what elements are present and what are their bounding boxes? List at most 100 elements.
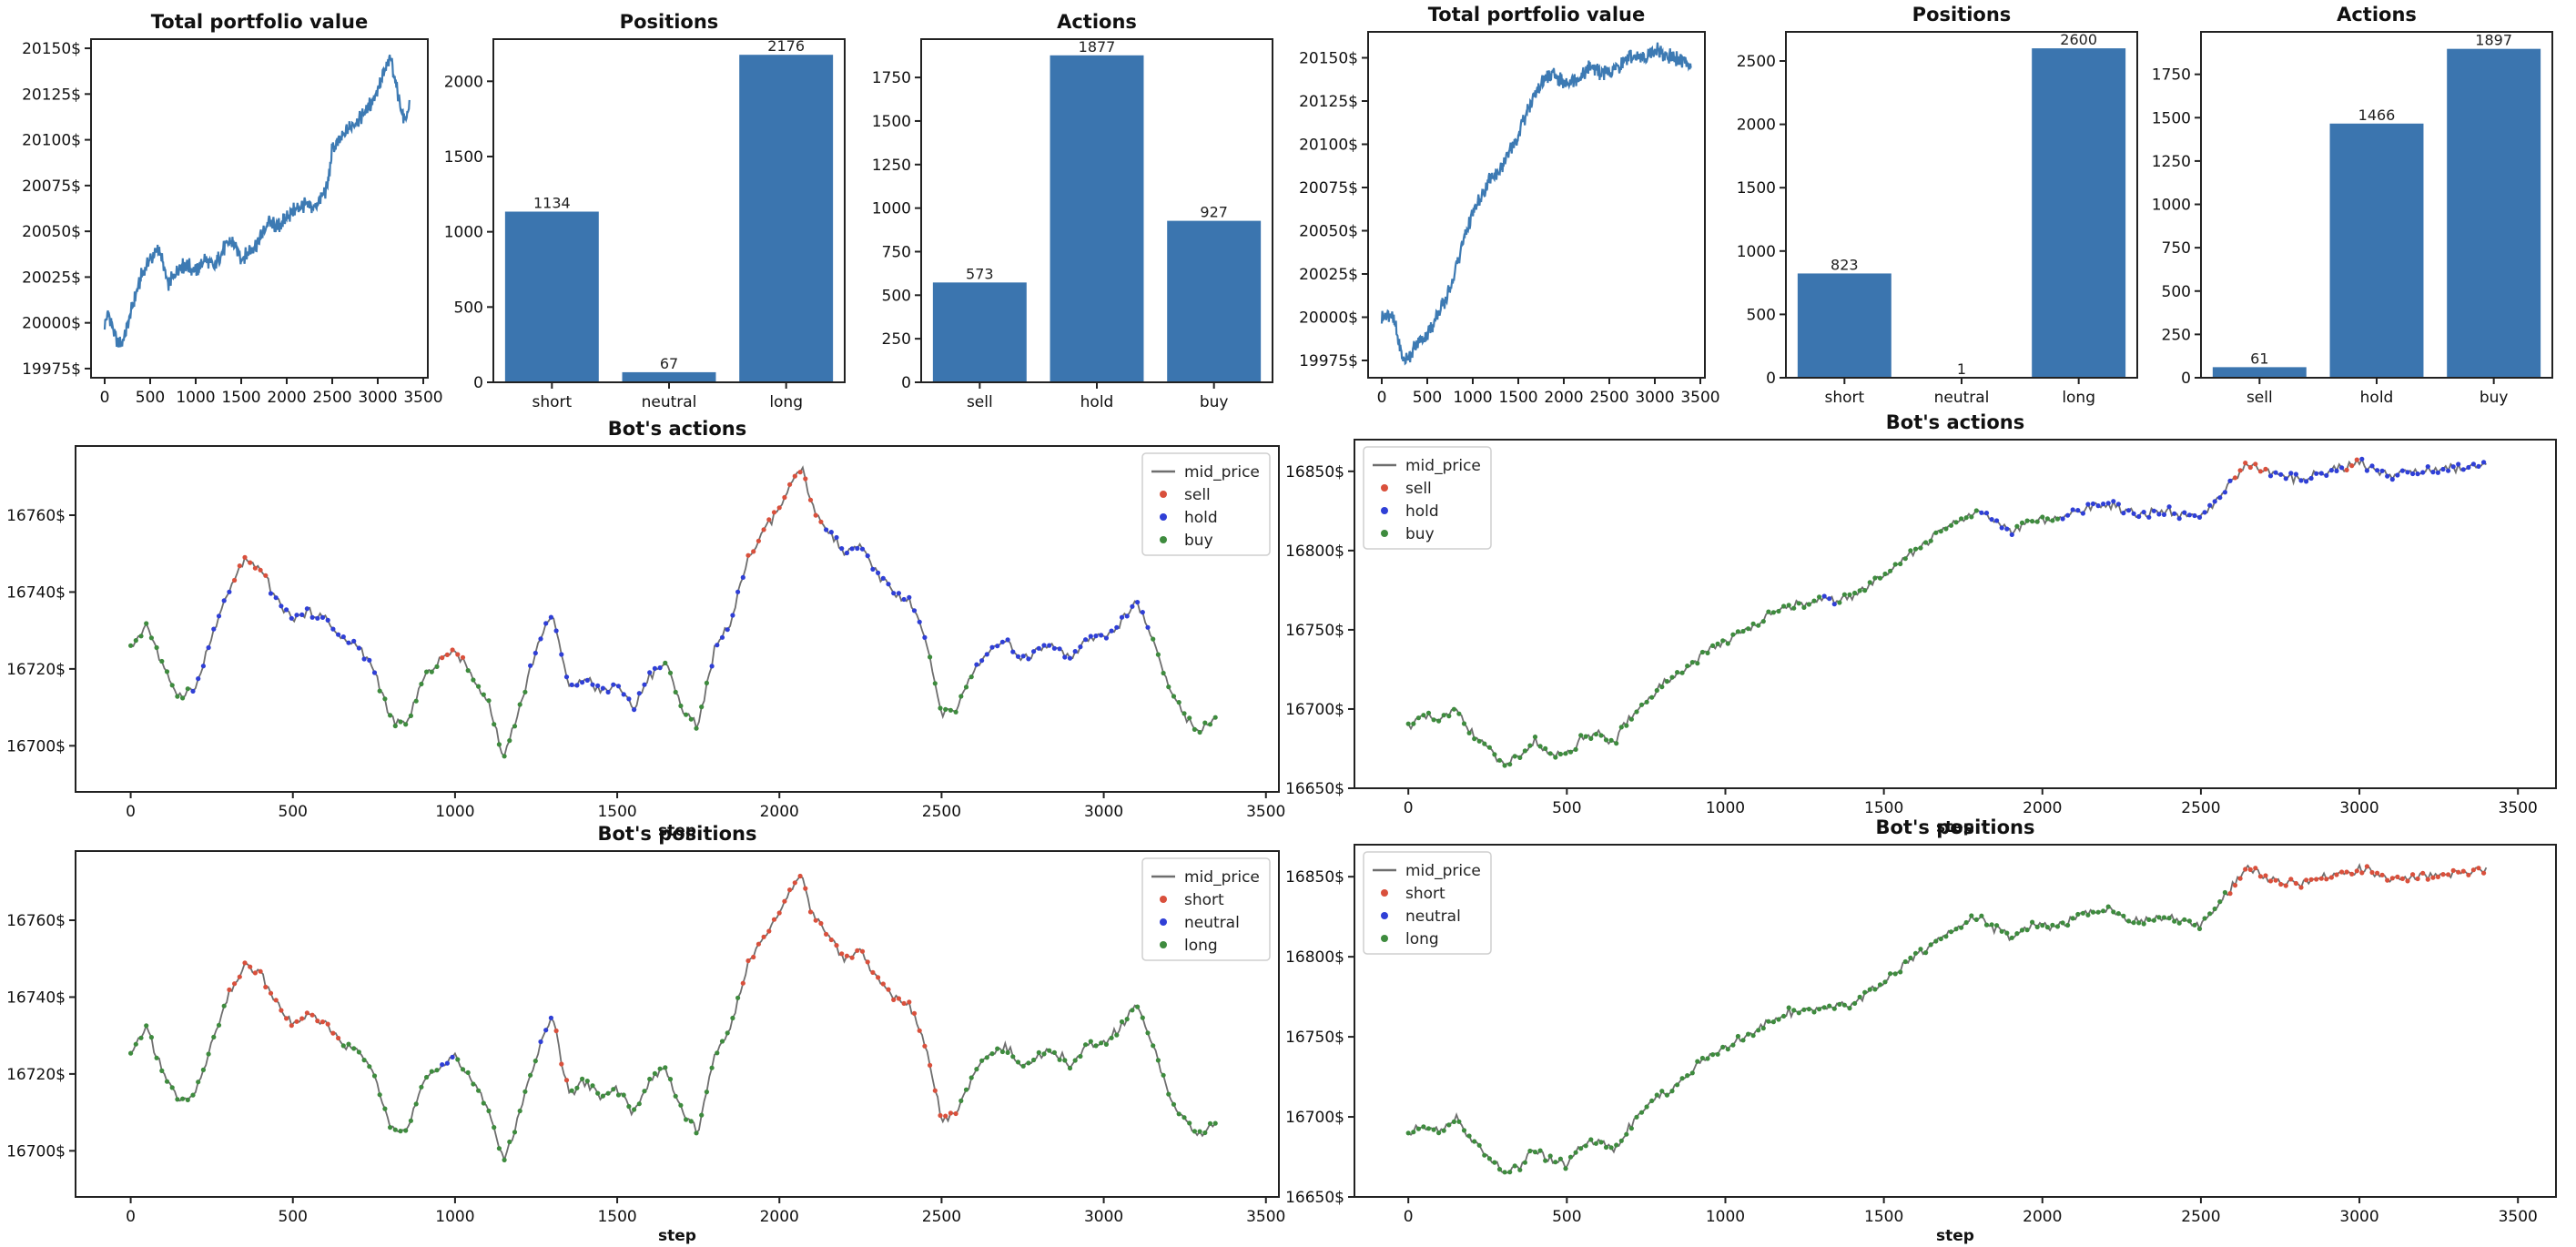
left-actions-ytick-label: 1000: [872, 200, 911, 218]
right-actions-ytick-label: 250: [2162, 326, 2191, 344]
left-bot-positions-point-long: [159, 1068, 165, 1073]
right-bot-positions-point-long: [2054, 924, 2061, 929]
left-bot-actions-point-hold: [1114, 624, 1120, 630]
right-bot-actions-point-hold: [2405, 470, 2410, 475]
right-bot-positions-point-long: [1862, 989, 1868, 995]
right-bot-actions-point-hold: [2318, 471, 2324, 476]
left-bot-positions-point-long: [1041, 1051, 1047, 1057]
left-bot-positions-xtick-label: 3000: [1084, 1208, 1123, 1226]
right-bot-positions-point-long: [1583, 1143, 1588, 1149]
left-bot-positions-point-short: [776, 910, 782, 916]
right-bot-positions-point-long: [1664, 1092, 1669, 1098]
left-bot-positions-point-long: [699, 1112, 705, 1118]
right-bot-actions-point-buy: [1436, 718, 1442, 724]
right-bot-positions-point-long: [2040, 923, 2045, 928]
left-bot-actions-point-hold: [876, 570, 881, 576]
left-positions-ytick-label: 0: [473, 374, 483, 392]
left-bot-actions-point-sell: [263, 573, 269, 578]
left-bot-positions-point-short: [304, 1010, 309, 1016]
left-bot-actions-point-hold: [330, 626, 336, 632]
right-bot-positions-point-long: [1852, 1000, 1858, 1006]
left-bot-actions-point-hold: [559, 652, 564, 657]
right-bot-actions-point-hold: [2470, 461, 2476, 467]
left-bot-actions-point-hold: [309, 614, 315, 620]
left-bot-positions-point-long: [496, 1146, 502, 1151]
right-bot-positions-point-long: [1628, 1126, 1634, 1131]
left-bot-actions-point-sell: [745, 553, 751, 558]
right-portfolio-xtick-label: 0: [1377, 389, 1387, 407]
left-bot-actions-point-hold: [1103, 635, 1109, 641]
left-actions-xtick-label: sell: [967, 393, 993, 411]
left-actions-ytick-label: 1250: [872, 157, 911, 175]
left-bot-positions-point-long: [211, 1034, 217, 1039]
right-bot-positions-point-short: [2410, 872, 2416, 877]
right-bot-actions-point-buy: [1618, 725, 1624, 730]
right-bot-positions-point-long: [1908, 955, 1913, 960]
left-bot-positions-point-long: [715, 1050, 720, 1056]
left-bot-actions-point-buy: [429, 669, 434, 674]
right-bot-positions-point-long: [1730, 1042, 1736, 1048]
right-bot-actions-point-hold: [2105, 501, 2111, 506]
right-bot-actions-point-hold: [2334, 468, 2339, 474]
left-bot-positions-point-short: [870, 969, 876, 975]
left-bot-actions-point-buy: [133, 638, 138, 644]
right-bot-actions-xtick-label: 1500: [1864, 799, 1903, 817]
right-bot-actions-point-hold: [2101, 502, 2106, 507]
left-bot-actions-point-hold: [611, 682, 616, 687]
right-bot-positions-point-long: [1547, 1153, 1553, 1159]
right-bot-positions-point-long: [1999, 928, 2004, 934]
right-bot-positions-point-long: [2080, 910, 2085, 916]
right-bot-actions-point-hold: [2060, 516, 2065, 522]
right-bot-actions-point-hold: [2308, 475, 2314, 482]
right-bot-actions-point-hold: [2070, 507, 2075, 512]
right-bot-positions-point-long: [1675, 1082, 1680, 1088]
right-bot-positions-point-short: [2364, 864, 2369, 869]
right-bot-actions-point-buy: [1801, 604, 1807, 611]
right-bot-positions-point-short: [2288, 877, 2294, 882]
right-bot-positions-point-long: [2060, 920, 2065, 926]
right-bot-actions-point-buy: [1877, 575, 1883, 581]
left-bot-actions-point-hold: [600, 685, 606, 691]
right-bot-actions-point-hold: [2172, 511, 2177, 516]
left-bot-actions-point-sell: [455, 652, 461, 657]
right-bot-actions-point-buy: [1593, 732, 1598, 737]
left-bot-positions-point-long: [221, 1003, 227, 1009]
left-bot-positions-point-short: [279, 1008, 284, 1013]
left-bot-positions-point-short: [756, 941, 762, 947]
left-bot-positions-point-long: [694, 1130, 699, 1136]
right-bot-positions-point-long: [1618, 1138, 1624, 1143]
left-bot-positions-point-long: [1140, 1015, 1145, 1020]
right-portfolio-xtick-label: 3000: [1635, 389, 1674, 407]
left-bot-positions-point-short: [237, 974, 242, 979]
right-bot-positions-point-short: [2399, 876, 2405, 882]
right-bot-actions-point-buy: [1766, 609, 1771, 614]
left-portfolio-series-line: [103, 54, 411, 348]
right-bot-actions-point-buy: [1578, 733, 1584, 738]
right-bot-actions-point-buy: [2040, 514, 2045, 520]
left-bot-positions-point-long: [424, 1074, 430, 1080]
right-portfolio-ytick-label: 20050$: [1299, 223, 1358, 241]
left-bot-actions-point-sell: [460, 654, 466, 660]
left-bot-actions-point-hold: [532, 650, 538, 656]
left-bot-positions-xtick-label: 3500: [1246, 1208, 1285, 1226]
right-bot-actions-point-buy: [1756, 623, 1761, 628]
right-actions-ytick-label: 500: [2162, 283, 2191, 301]
left-bot-actions-point-buy: [948, 707, 953, 713]
right-bot-positions-xtick-label: 3000: [2339, 1208, 2378, 1226]
right-bot-actions-point-buy: [1456, 711, 1462, 716]
right-bot-positions-point-long: [2151, 918, 2156, 923]
left-bot-positions-point-short: [559, 1061, 564, 1067]
left-bot-actions-point-hold: [995, 644, 1000, 649]
right-bot-positions-point-long: [2019, 928, 2025, 933]
right-bot-positions-point-long: [1472, 1139, 1477, 1144]
left-bot-positions-point-long: [615, 1092, 622, 1098]
right-bot-actions-point-buy: [1669, 674, 1675, 680]
right-bot-positions-point-short: [2430, 875, 2436, 880]
left-bot-actions-point-buy: [1187, 715, 1192, 721]
right-actions-xtick-label: hold: [2360, 389, 2394, 407]
right-bot-actions-point-buy: [1517, 755, 1523, 761]
left-bot-actions-point-buy: [704, 680, 710, 686]
right-bot-positions-point-short: [2466, 872, 2471, 877]
right-bot-actions-mid-price-line: [1407, 456, 2487, 767]
